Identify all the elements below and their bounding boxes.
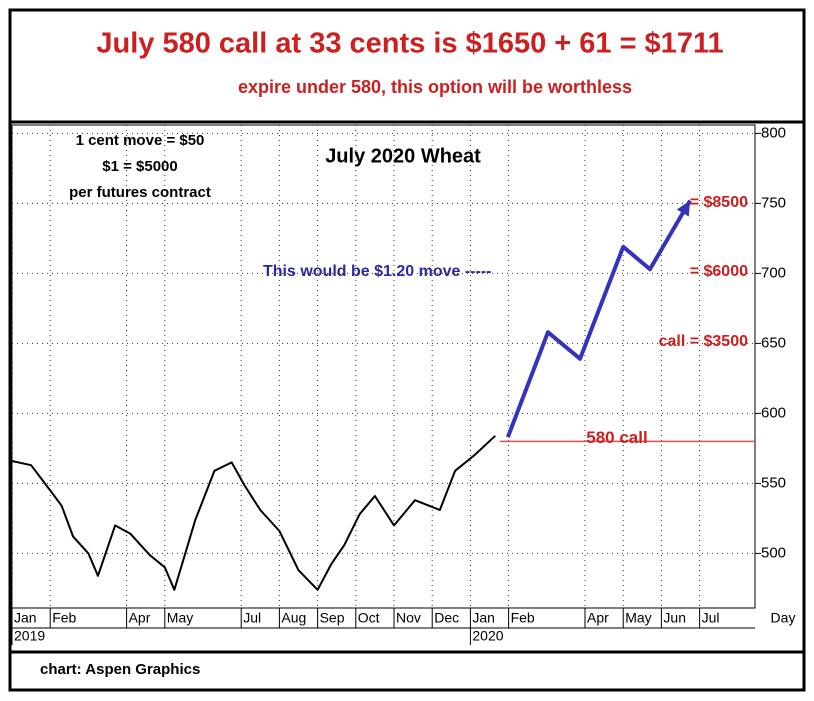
chart-title: July 2020 Wheat bbox=[325, 145, 481, 167]
x-tick-label: Feb bbox=[52, 610, 76, 626]
x-tick-label: Aug bbox=[281, 610, 306, 626]
reference-label: 580 call bbox=[586, 428, 647, 447]
x-tick-label: Dec bbox=[434, 610, 459, 626]
price-line bbox=[11, 435, 496, 591]
y-tick-label: 650 bbox=[761, 334, 786, 351]
x-tick-label: Apr bbox=[129, 610, 151, 626]
x-tick-label: Oct bbox=[358, 610, 380, 626]
y-tick-label: 700 bbox=[761, 264, 786, 281]
year-label: 2019 bbox=[14, 628, 45, 644]
y-tick-label: 500 bbox=[761, 544, 786, 561]
y-tick-label: 750 bbox=[761, 194, 786, 211]
subtitle: expire under 580, this option will be wo… bbox=[238, 77, 632, 97]
footer: chart: Aspen Graphics bbox=[40, 661, 200, 678]
x-tick-label: Jan bbox=[472, 610, 495, 626]
annotation: This would be $1.20 move ----- bbox=[263, 263, 491, 280]
x-tick-label: Jun bbox=[663, 610, 686, 626]
note: $1 = $5000 bbox=[102, 158, 178, 175]
projection-line bbox=[505, 199, 692, 438]
note: per futures contract bbox=[69, 184, 211, 201]
x-tick-label: Jul bbox=[243, 610, 261, 626]
annotation: = $8500 bbox=[690, 194, 748, 211]
y-tick-label: 600 bbox=[761, 404, 786, 421]
y-tick-label: 550 bbox=[761, 474, 786, 491]
title: July 580 call at 33 cents is $1650 + 61 … bbox=[96, 28, 723, 60]
x-tick-label: May bbox=[167, 610, 193, 626]
x-tick-label: Apr bbox=[587, 610, 609, 626]
x-tick-label: May bbox=[625, 610, 651, 626]
plot-area bbox=[11, 124, 756, 609]
x-tick-label: Sep bbox=[320, 610, 345, 626]
year-label: 2020 bbox=[472, 628, 503, 644]
x-unit-label: Day bbox=[771, 610, 796, 626]
x-tick-label: Jul bbox=[702, 610, 720, 626]
annotation: = $6000 bbox=[690, 263, 748, 280]
arrowhead bbox=[676, 200, 691, 217]
y-tick-label: 800 bbox=[761, 124, 786, 141]
annotation: call = $3500 bbox=[659, 333, 749, 350]
x-tick-label: Feb bbox=[511, 610, 535, 626]
x-tick-label: Jan bbox=[14, 610, 37, 626]
x-tick-label: Nov bbox=[396, 610, 421, 626]
note: 1 cent move = $50 bbox=[76, 132, 205, 149]
